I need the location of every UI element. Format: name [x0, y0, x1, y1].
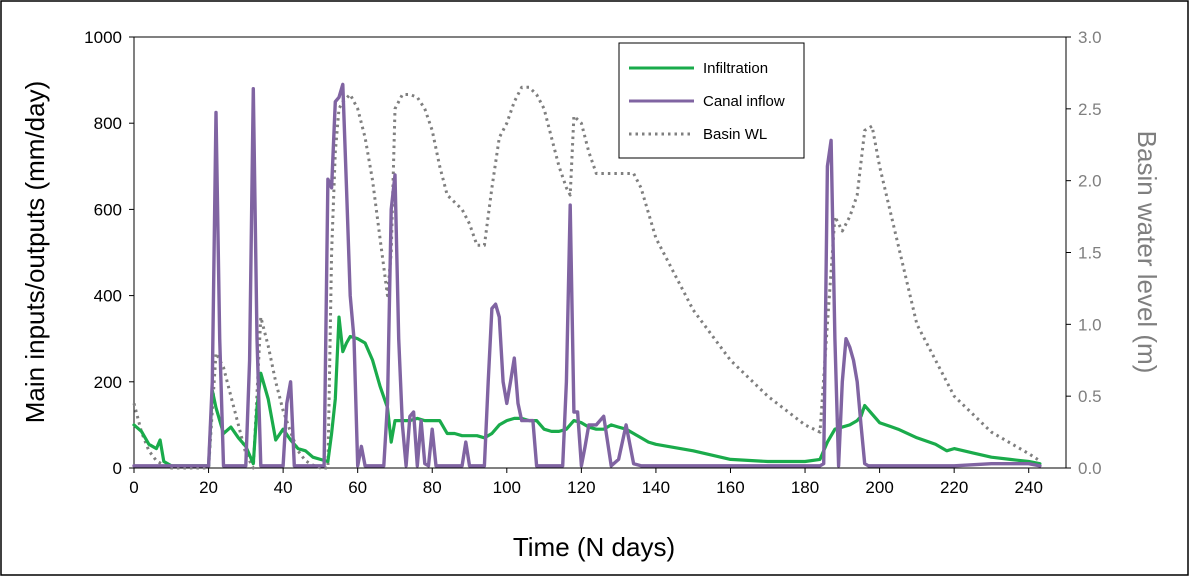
y-tick-label: 200: [94, 373, 122, 392]
y-axis-ticks: 0 200 400 600 800 1000: [84, 28, 134, 478]
y2-tick-label: 1.5: [1078, 244, 1102, 263]
series-layer: [132, 82, 1042, 470]
x-axis-ticks: 0 20 40 60 80 100 120 140 160 180 200 220 240: [129, 468, 1043, 497]
x-tick-label: 20: [199, 478, 218, 497]
y-tick-label: 600: [94, 200, 122, 219]
y-tick-label: 0: [113, 459, 122, 478]
x-axis-title: Time (N days): [513, 532, 675, 562]
y-tick-label: 400: [94, 287, 122, 306]
x-tick-label: 80: [423, 478, 442, 497]
y2-axis-ticks: 0.0 0.5 1.0 1.5 2.0 2.5 3.0: [1066, 28, 1102, 478]
x-tick-label: 240: [1015, 478, 1043, 497]
y2-tick-label: 0.5: [1078, 387, 1102, 406]
y2-tick-label: 2.0: [1078, 172, 1102, 191]
y-tick-label: 1000: [84, 28, 122, 47]
y-axis-title: Main inputs/outputs (mm/day): [20, 81, 50, 423]
x-tick-label: 120: [567, 478, 595, 497]
legend-label-infiltration: Infiltration: [703, 60, 768, 77]
series-basin-wl: [132, 85, 1041, 470]
y2-tick-label: 2.5: [1078, 100, 1102, 119]
y2-tick-label: 1.0: [1078, 315, 1102, 334]
x-tick-label: 180: [791, 478, 819, 497]
x-tick-label: 220: [940, 478, 968, 497]
x-tick-label: 60: [348, 478, 367, 497]
x-tick-label: 140: [642, 478, 670, 497]
x-tick-label: 200: [865, 478, 893, 497]
legend-label-basin-wl: Basin WL: [703, 126, 767, 143]
series-canal-inflow: [132, 82, 1042, 468]
legend: Infiltration Canal inflow Basin WL: [618, 42, 805, 159]
x-tick-label: 100: [493, 478, 521, 497]
x-tick-label: 0: [129, 478, 138, 497]
x-tick-label: 160: [716, 478, 744, 497]
y2-axis-title: Basin water level (m): [1132, 131, 1162, 374]
y-tick-label: 800: [94, 114, 122, 133]
legend-label-canal-inflow: Canal inflow: [703, 93, 785, 110]
y2-tick-label: 3.0: [1078, 28, 1102, 47]
x-tick-label: 40: [274, 478, 293, 497]
y2-tick-label: 0.0: [1078, 459, 1102, 478]
